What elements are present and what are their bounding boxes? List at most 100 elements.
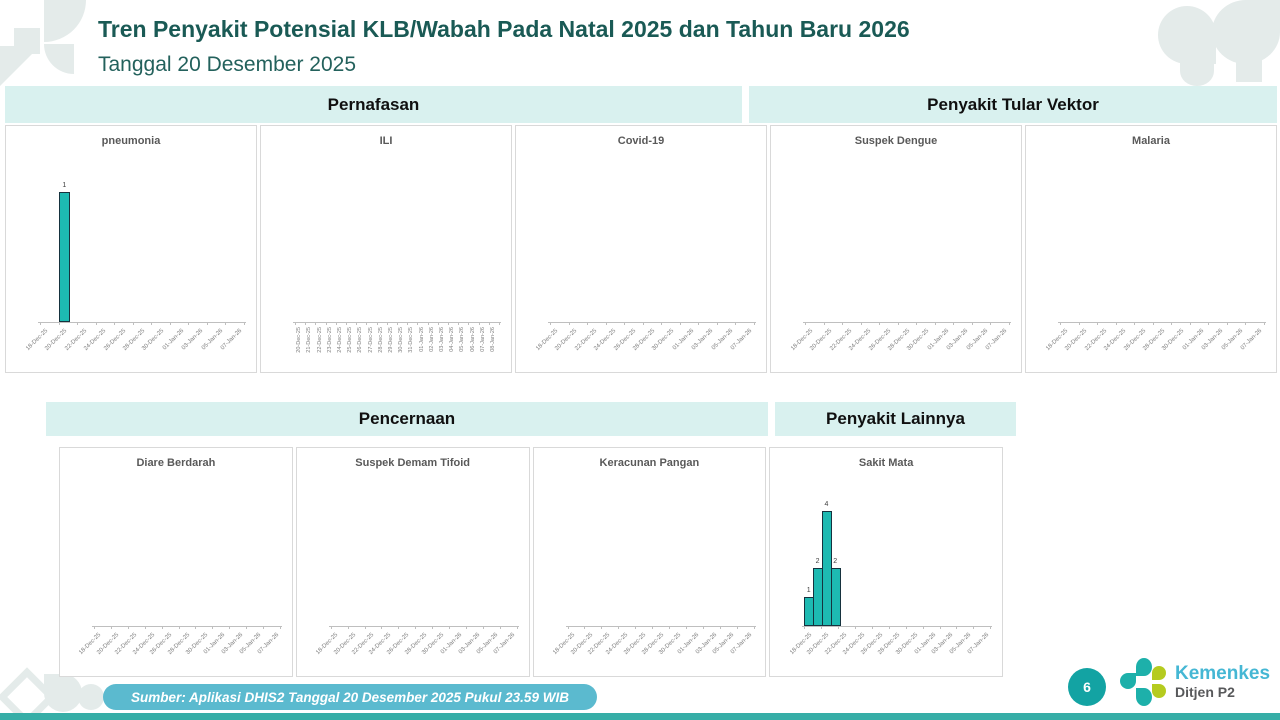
axis-tick — [568, 322, 570, 325]
axis-tick — [325, 322, 327, 325]
chart-title: pneumonia — [101, 135, 161, 147]
bar-value-label: 1 — [806, 587, 811, 595]
logo-text: Kemenkes Ditjen P2 — [1175, 664, 1270, 700]
axis-tick — [1115, 322, 1117, 325]
logo-unit-text: Ditjen P2 — [1175, 683, 1235, 700]
axis-tick — [169, 322, 171, 325]
axis-tick — [132, 322, 134, 325]
axis-tick — [838, 626, 840, 629]
chart-title: ILI — [379, 135, 393, 147]
axis-tick — [754, 322, 755, 325]
axis-tick — [934, 322, 936, 325]
axis-tick — [330, 626, 332, 629]
x-axis — [1058, 322, 1266, 323]
axis-tick — [939, 626, 941, 629]
axis-tick — [652, 626, 654, 629]
axis-tick — [280, 626, 281, 629]
axis-tick — [804, 626, 806, 629]
axis-tick — [376, 322, 378, 325]
page-number-badge: 6 — [1068, 668, 1106, 706]
axis-tick — [1060, 322, 1061, 325]
axis-tick — [905, 626, 907, 629]
axis-tick — [356, 322, 358, 325]
axis-tick — [40, 322, 41, 325]
x-axis — [328, 626, 519, 627]
axis-tick — [448, 322, 449, 325]
axis-tick — [315, 322, 317, 325]
bar-value-label: 2 — [833, 558, 838, 566]
axis-tick — [679, 322, 681, 325]
chart-title: Suspek Dengue — [854, 135, 938, 147]
axis-tick-label: 27-Dec-25 — [367, 327, 374, 353]
axis-tick — [95, 322, 97, 325]
axis-tick — [225, 322, 227, 325]
chart-covid-19: Covid-19 18-Dec-25 20-Dec-25 22-Dec-25 24-De… — [515, 125, 767, 373]
axis-tick-label: 23-Dec-25 — [326, 327, 333, 353]
axis-tick — [397, 322, 398, 325]
chart-title: Suspek Demam Tifoid — [355, 457, 470, 469]
axis-tick — [879, 322, 881, 325]
axis-tick — [1134, 322, 1136, 325]
axis-tick — [716, 322, 718, 325]
chart-pneumonia: pneumonia 1 18-Dec-25 20-Dec-25 22-Dec-25 24-… — [5, 125, 257, 373]
axis-tick — [753, 626, 755, 629]
axis-tick-label: 29-Dec-25 — [387, 327, 394, 353]
axis-tick — [990, 322, 992, 325]
axis-tick — [702, 626, 704, 629]
logo-petal-icon — [1120, 673, 1136, 689]
axis-tick — [364, 626, 366, 629]
axis-tick — [246, 626, 248, 629]
axis-tick — [1264, 322, 1265, 325]
axis-tick — [550, 322, 551, 325]
axis-tick — [618, 626, 620, 629]
axis-tick — [195, 626, 197, 629]
axis-tick — [161, 626, 163, 629]
axis-tick-label: 07-Jan-26 — [479, 327, 486, 352]
axis-tick — [478, 322, 480, 325]
axis-tick — [698, 322, 700, 325]
axis-tick-label: 25-Dec-25 — [347, 327, 354, 353]
decorative-pattern-top-left — [44, 0, 86, 42]
decorative-pattern-bottom-left — [44, 674, 82, 712]
axis-tick — [842, 322, 844, 325]
axis-tick — [916, 322, 918, 325]
axis-tick-label: 28-Dec-25 — [377, 327, 384, 353]
axis-tick — [1078, 322, 1080, 325]
source-footer: Sumber: Aplikasi DHIS2 Tanggal 20 Desemb… — [103, 684, 597, 710]
axis-tick — [94, 626, 95, 629]
axis-tick — [381, 626, 383, 629]
axis-tick — [305, 322, 307, 325]
axis-tick — [244, 322, 245, 325]
axis-tick — [144, 626, 146, 629]
kemenkes-logo: Kemenkes Ditjen P2 — [1120, 658, 1270, 706]
axis-tick — [417, 322, 419, 325]
page-title: Tren Penyakit Potensial KLB/Wabah Pada N… — [98, 16, 910, 42]
axis-tick-label: 24-Dec-25 — [336, 327, 343, 353]
axis-tick — [466, 626, 468, 629]
axis-tick — [823, 322, 825, 325]
axis-tick — [1208, 322, 1210, 325]
axis-tick — [488, 322, 490, 325]
axis-tick-label: 08-Jan-26 — [489, 327, 496, 352]
chart-sakit-mata: Sakit Mata 1 2 4 2 18-Dec-25 20-Dec-25 22-Dec-2… — [769, 447, 1003, 677]
axis-tick-label: 06-Jan-26 — [469, 327, 476, 352]
axis-tick — [1189, 322, 1191, 325]
bar-value-label: 1 — [62, 182, 67, 190]
kemenkes-logo-icon — [1120, 658, 1167, 706]
axis-tick — [127, 626, 129, 629]
axis-tick — [601, 626, 603, 629]
logo-petal-icon — [1152, 666, 1166, 680]
axis-tick — [295, 322, 296, 325]
axis-tick-label: 22-Dec-25 — [316, 327, 323, 353]
axis-tick-label: 31-Dec-25 — [408, 327, 415, 353]
axis-tick — [437, 322, 439, 325]
axis-tick-label: 05-Jan-26 — [459, 327, 466, 352]
x-axis — [548, 322, 756, 323]
bar — [59, 192, 71, 322]
section-header-penyakit-tular-vektor: Penyakit Tular Vektor — [749, 86, 1277, 123]
bar-value-label: 2 — [815, 558, 820, 566]
axis-tick — [427, 322, 429, 325]
axis-tick — [58, 322, 60, 325]
axis-tick — [971, 322, 973, 325]
